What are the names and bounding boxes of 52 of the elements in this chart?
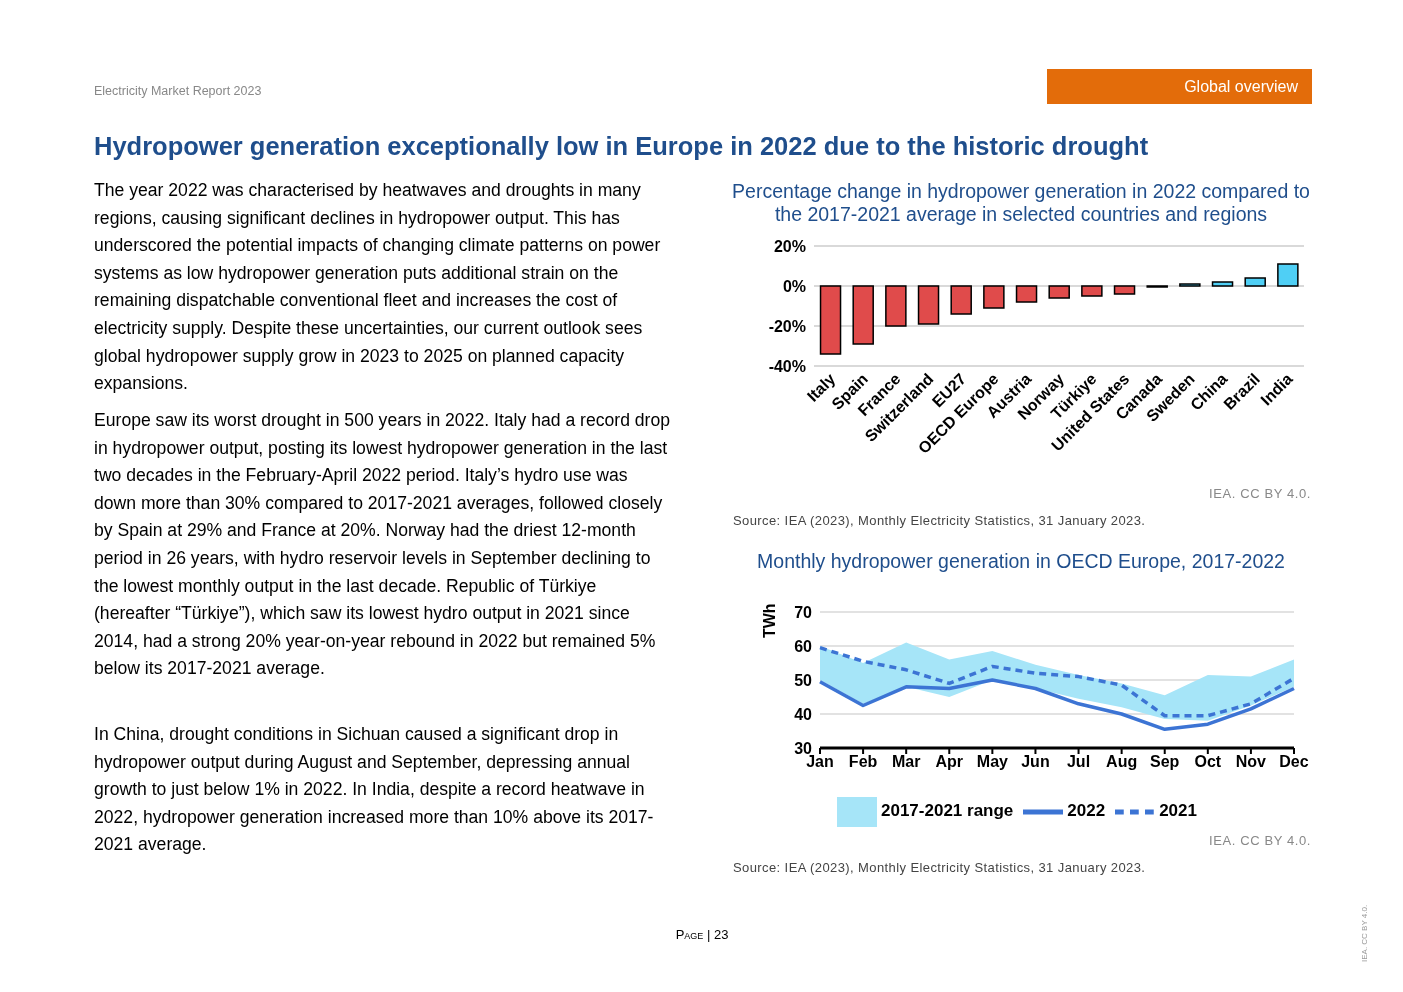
legend-label: 2021 [1159, 801, 1197, 821]
bar [950, 285, 972, 315]
x-tick-label: Jan [806, 753, 834, 771]
bar [1277, 263, 1299, 287]
bar [852, 285, 874, 345]
y-tick-label: 50 [794, 671, 813, 689]
bar [983, 285, 1005, 309]
text: In China, drought conditions in Sichuan caused a significant drop in hydropower output during August and September, depressing annual growth to just below 1% in 2022. In India, despite a record heatwave in 2022, hydropower generation increased more than 10% above its 2017-2021 average. [94, 723, 655, 857]
bar [1081, 285, 1103, 297]
text: IEA. CC BY 4.0. [1209, 486, 1311, 501]
x-tick-label: Nov [1235, 753, 1267, 771]
y-tick-label: -20% [768, 317, 806, 335]
bar [1211, 281, 1234, 287]
text: The year 2022 was characterised by heatwaves and droughts in many regions, causing significant declines in hydropower output. This has underscored the potential impacts of changing climate patterns on power systems as low hydropower generation puts additional strain on the remaining dispatchable conventional fleet and increases the cost of electricity supply. Despite these uncertainties, our current outlook sees global hydropower supply grow in 2023 to 2025 on planned capacity expansions. [94, 179, 662, 396]
y-tick-label: 40 [794, 705, 813, 723]
chart-title: Percentage change in hydropower generation in 2022 compared to the 2017-2021 average in selected countries and regions [731, 180, 1311, 226]
source-note: Source: IEA (2023), Monthly Electricity Statistics, 31 January 2023. [733, 513, 1146, 528]
x-tick-label: Oct [1194, 753, 1222, 771]
y-tick-label: 0% [782, 277, 806, 295]
legend-label: 2017-2021 range [881, 801, 1014, 821]
text: IEA. CC BY 4.0. [1360, 904, 1369, 962]
bar [1113, 285, 1136, 295]
bar [819, 285, 842, 355]
text: Hydropower generation exceptionally low in Europe in 2022 due to the historic drought [94, 132, 1149, 161]
y-tick-label: -40% [768, 357, 806, 375]
y-tick-label: 60 [794, 637, 813, 655]
x-tick-label: Apr [935, 753, 964, 771]
text: Global overview [1047, 69, 1312, 104]
x-tick-label: Feb [848, 753, 878, 771]
bar [917, 285, 940, 325]
bar [1015, 285, 1038, 303]
legend-label: 2022 [1067, 801, 1106, 821]
x-tick-label: Sep [1150, 753, 1180, 771]
y-axis-title: TWh [761, 603, 779, 638]
x-tick-label: Aug [1106, 753, 1138, 771]
x-tick-label: Dec [1279, 753, 1309, 771]
bar [1179, 283, 1201, 287]
x-tick-label: Mar [891, 753, 921, 771]
x-tick-label: Jun [1021, 753, 1050, 771]
text: IEA. CC BY 4.0. [1209, 833, 1311, 848]
x-tick-label: May [976, 753, 1009, 771]
text: Europe saw its worst drought in 500 years in 2022. Italy had a record drop in hydropower output, posting its lowest hydropower generation in the last two decades in the February-April 2022 period. Italy’s hydro use was down more than 30% compared to 2017-2021 averages, followed closely by Spain at 29% and France at 20%. Norway had the driest 12-month period in 26 years, with hydro reservoir levels in September declining to the lowest monthly output in the last decade. Republic of Türkiye (hereafter “Türkiye”), which saw its lowest hydro output in 2021 since 2014, had a strong 20% year-on-year rebound in 2022 but remained 5% below its 2017-2021 average. [94, 410, 671, 679]
chart-title: Monthly hydropower generation in OECD Europe, 2017-2022 [756, 550, 1286, 573]
y-tick-label: 70 [794, 603, 813, 621]
text: Page | 23 [674, 927, 730, 942]
text: Electricity Market Report 2023 [94, 84, 262, 98]
bar [1244, 277, 1266, 287]
source-note: Source: IEA (2023), Monthly Electricity Statistics, 31 January 2023. [733, 860, 1146, 875]
x-tick-label: Jul [1066, 753, 1091, 771]
bar [885, 285, 907, 327]
bar [1048, 285, 1070, 299]
y-tick-label: 20% [773, 237, 806, 255]
